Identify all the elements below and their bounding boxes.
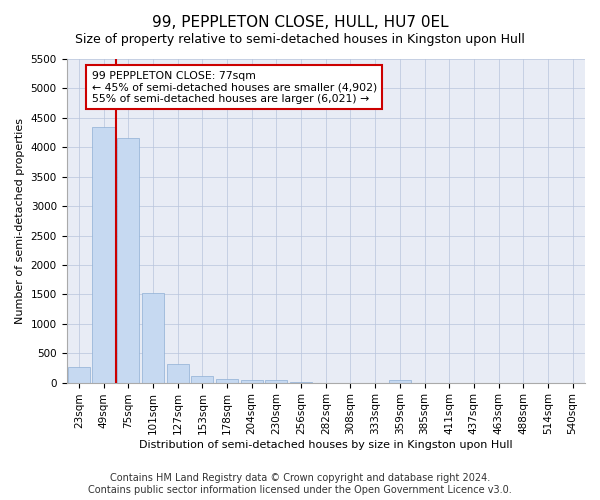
Bar	[167, 364, 189, 382]
Text: 99, PEPPLETON CLOSE, HULL, HU7 0EL: 99, PEPPLETON CLOSE, HULL, HU7 0EL	[152, 15, 448, 30]
Bar	[216, 379, 238, 382]
Bar	[68, 366, 90, 382]
Bar	[265, 380, 287, 382]
Bar	[389, 380, 411, 382]
Bar	[191, 376, 214, 382]
Bar	[241, 380, 263, 382]
Bar	[117, 138, 139, 382]
Text: Contains HM Land Registry data © Crown copyright and database right 2024.
Contai: Contains HM Land Registry data © Crown c…	[88, 474, 512, 495]
Bar	[92, 126, 115, 382]
Bar	[142, 292, 164, 382]
Text: 99 PEPPLETON CLOSE: 77sqm
← 45% of semi-detached houses are smaller (4,902)
55% : 99 PEPPLETON CLOSE: 77sqm ← 45% of semi-…	[92, 71, 377, 104]
Y-axis label: Number of semi-detached properties: Number of semi-detached properties	[15, 118, 25, 324]
X-axis label: Distribution of semi-detached houses by size in Kingston upon Hull: Distribution of semi-detached houses by …	[139, 440, 512, 450]
Text: Size of property relative to semi-detached houses in Kingston upon Hull: Size of property relative to semi-detach…	[75, 32, 525, 46]
